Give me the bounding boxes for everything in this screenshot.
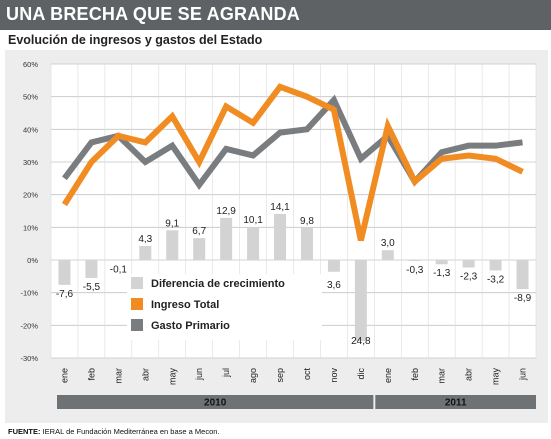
legend-swatch [131, 319, 143, 331]
year-group-label: 2011 [445, 398, 467, 409]
x-tick-label: mar [437, 368, 447, 384]
bar-diferencia [300, 227, 313, 260]
y-tick-label: -10% [20, 289, 38, 298]
bar-diferencia [354, 260, 367, 342]
bar-diferencia [489, 260, 502, 271]
legend-label: Diferencia de crecimiento [151, 278, 285, 290]
y-tick-label: 0% [27, 256, 38, 265]
bar-diferencia [139, 245, 152, 260]
bar-diferencia [193, 238, 206, 260]
x-tick-label: feb [86, 368, 96, 381]
x-tick-label: oct [302, 368, 312, 381]
x-tick-label: ago [248, 368, 258, 383]
x-tick-label: ene [59, 368, 69, 383]
x-tick-label: may [167, 368, 177, 386]
bar-value-label: 12,9 [216, 206, 236, 217]
y-tick-label: 10% [23, 223, 38, 232]
bar-value-label: 9,8 [300, 216, 314, 227]
x-tick-label: jun [194, 368, 204, 381]
x-tick-label: abr [464, 368, 474, 381]
x-tick-label: ene [383, 368, 393, 383]
bar-value-label: -3,2 [487, 274, 505, 285]
y-tick-label: -30% [20, 354, 38, 363]
x-tick-label: jun [518, 368, 528, 381]
year-group-bar [57, 395, 374, 409]
bar-diferencia [381, 250, 394, 260]
bar-value-label: -2,3 [460, 272, 478, 283]
x-tick-label: nov [329, 368, 339, 383]
bar-value-label: 9,1 [165, 218, 179, 229]
y-tick-label: 50% [23, 93, 38, 102]
bar-value-label: 3,6 [327, 280, 341, 291]
bar-value-label: 4,3 [138, 234, 152, 245]
chart-frame: 60% 50% 40% 30% 20% 10% 0% -10% -20% -30% -7,6 -5,5… [5, 50, 548, 423]
bar-value-label: 3,0 [381, 238, 395, 249]
source-label: FUENTE: [8, 427, 41, 436]
bar-value-label: -7,6 [56, 289, 74, 300]
legend-swatch [131, 298, 143, 310]
year-group-label: 2010 [204, 398, 227, 409]
y-tick-label: 60% [23, 60, 38, 69]
bar-diferencia [220, 217, 233, 260]
x-tick-label: jul [221, 368, 231, 378]
bar-diferencia [327, 260, 340, 272]
bar-value-label: -0,3 [406, 265, 424, 276]
chart-subtitle: Evolución de ingresos y gastos del Estad… [8, 33, 263, 47]
header-bar: UNA BRECHA QUE SE AGRANDA [0, 0, 551, 30]
bar-diferencia [85, 260, 98, 278]
bar-diferencia [58, 260, 71, 285]
bar-diferencia [274, 213, 287, 260]
y-tick-label: 30% [23, 158, 38, 167]
legend-swatch [131, 277, 143, 289]
x-tick-label: dic [356, 368, 366, 380]
year-group-bar [375, 395, 536, 409]
source-text: IERAL de Fundación Mediterránea en base … [42, 427, 220, 436]
line-gasto-primario [62, 94, 523, 191]
bar-diferencia [247, 227, 260, 260]
bar-diferencia [516, 260, 529, 290]
y-tick-label: 40% [23, 125, 38, 134]
chart-svg: 60% 50% 40% 30% 20% 10% 0% -10% -20% -30% -7,6 -5,5… [20, 60, 537, 409]
bar-value-label: -1,3 [433, 268, 451, 279]
x-tick-label: feb [410, 368, 420, 381]
line-ingreso-total [61, 83, 524, 242]
bar-diferencia [166, 230, 179, 260]
bar-value-label: -5,5 [83, 282, 101, 293]
source-note: FUENTE: IERAL de Fundación Mediterránea … [8, 427, 220, 436]
x-tick-label: sep [275, 368, 285, 383]
y-tick-label: 20% [23, 191, 38, 200]
legend-label: Gasto Primario [151, 320, 230, 332]
y-tick-label: -20% [20, 321, 38, 330]
x-tick-label: abr [140, 368, 150, 381]
legend-label: Ingreso Total [151, 299, 219, 311]
x-tick-label: mar [113, 368, 123, 384]
chart-title: UNA BRECHA QUE SE AGRANDA [6, 4, 301, 24]
bar-diferencia [435, 260, 448, 265]
bar-value-label: -8,9 [514, 293, 532, 304]
bar-value-label: 6,7 [192, 226, 206, 237]
bar-value-label: -0,1 [110, 264, 128, 275]
x-tick-label: may [491, 368, 501, 386]
bar-value-label: 10,1 [243, 215, 263, 226]
bar-diferencia [408, 260, 421, 261]
bar-value-label: 24,8 [351, 336, 371, 347]
bar-value-label: 14,1 [270, 202, 290, 213]
bar-diferencia [462, 260, 475, 268]
legend-background [127, 274, 322, 340]
